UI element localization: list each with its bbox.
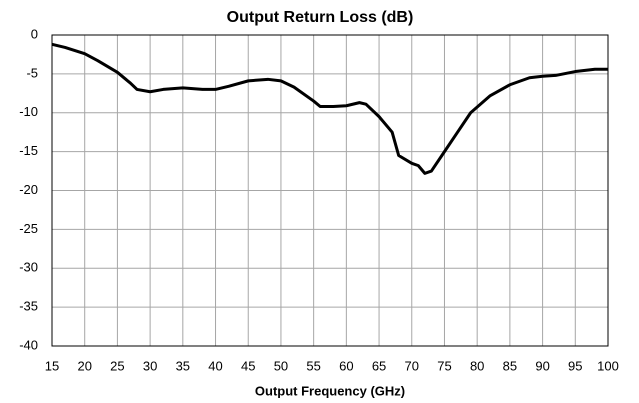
y-tick-label: -10 (19, 104, 38, 119)
x-tick-label: 70 (405, 358, 419, 373)
x-tick-label: 85 (503, 358, 517, 373)
y-tick-label: -5 (26, 65, 38, 80)
x-tick-label: 30 (143, 358, 157, 373)
x-tick-label: 45 (241, 358, 255, 373)
data-line (51, 42, 608, 175)
y-tick-label: -40 (19, 337, 38, 352)
y-tick-label: -20 (19, 182, 38, 197)
x-tick-label: 20 (77, 358, 91, 373)
x-tick-label: 65 (372, 358, 386, 373)
x-tick-label: 80 (470, 358, 484, 373)
x-tick-label: 100 (597, 358, 619, 373)
x-axis-label: Output Frequency (GHz) (255, 383, 405, 398)
y-tick-label: -15 (19, 143, 38, 158)
x-tick-label: 15 (45, 358, 59, 373)
y-tick-label: -30 (19, 260, 38, 275)
y-tick-label: 0 (31, 26, 38, 41)
x-tick-label: 50 (274, 358, 288, 373)
x-tick-label: 25 (110, 358, 124, 373)
plot-border (51, 34, 609, 347)
x-tick-label: 35 (176, 358, 190, 373)
y-tick-label: -35 (19, 299, 38, 314)
x-tick-label: 60 (339, 358, 353, 373)
x-tick-label: 90 (535, 358, 549, 373)
x-tick-label: 40 (208, 358, 222, 373)
x-tick-label: 95 (568, 358, 582, 373)
x-tick-label: 55 (306, 358, 320, 373)
x-tick-label: 75 (437, 358, 451, 373)
y-tick-label: -25 (19, 221, 38, 236)
chart-title: Output Return Loss (dB) (227, 9, 414, 26)
